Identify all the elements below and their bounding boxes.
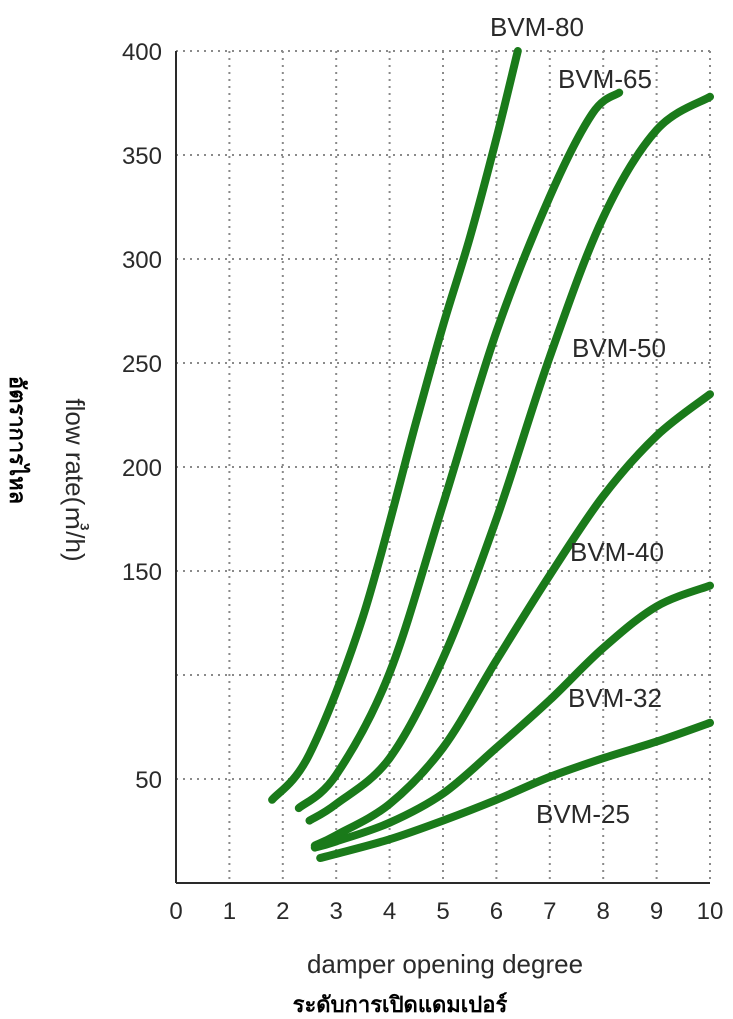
x-tick-label: 3 — [330, 898, 343, 925]
y-tick-label: 150 — [122, 559, 162, 586]
series-label-bvm-50: BVM-50 — [572, 333, 666, 363]
x-tick-label: 1 — [223, 898, 236, 925]
y-tick-label: 300 — [122, 247, 162, 274]
series-line-bvm-80 — [268, 47, 522, 804]
series-label-bvm-40: BVM-40 — [570, 537, 664, 567]
series-lines — [268, 47, 714, 862]
x-tick-label: 7 — [543, 898, 556, 925]
x-tick-labels: 0 1 2 3 4 5 6 7 8 9 10 — [169, 898, 723, 925]
x-axis-label-thai: ระดับการเปิดแดมเปอร์ — [293, 992, 508, 1018]
y-tick-label: 350 — [122, 143, 162, 170]
y-tick-labels: 50 150 200 250 300 350 400 — [122, 39, 162, 794]
series-label-bvm-32: BVM-32 — [568, 683, 662, 713]
y-tick-label: 200 — [122, 455, 162, 482]
axes — [175, 51, 710, 884]
x-tick-label: 0 — [169, 898, 182, 925]
y-tick-label: 400 — [122, 39, 162, 66]
y-tick-label: 50 — [135, 767, 162, 794]
series-label-bvm-80: BVM-80 — [490, 12, 584, 42]
x-axis-label: damper opening degree — [307, 949, 583, 979]
x-tick-label: 5 — [436, 898, 449, 925]
series-label-bvm-25: BVM-25 — [536, 799, 630, 829]
y-axis-label-thai: อัตราการไหล — [4, 376, 31, 504]
series-line-bvm-65 — [294, 88, 624, 813]
x-tick-label: 10 — [697, 898, 724, 925]
series-line-bvm-40 — [310, 390, 714, 850]
series-labels: BVM-80 BVM-65 BVM-50 BVM-40 BVM-32 BVM-25 — [490, 12, 666, 829]
x-tick-label: 4 — [383, 898, 396, 925]
series-line-bvm-50 — [305, 92, 714, 825]
x-tick-label: 2 — [276, 898, 289, 925]
x-tick-label: 8 — [597, 898, 610, 925]
series-line-bvm-32 — [310, 581, 714, 852]
series-label-bvm-65: BVM-65 — [558, 64, 652, 94]
series-line-bvm-25 — [316, 718, 714, 862]
x-tick-label: 9 — [650, 898, 663, 925]
x-tick-label: 6 — [490, 898, 503, 925]
grid-lines — [176, 50, 711, 883]
y-axis-label: flow rate(㎥/h) — [60, 398, 90, 561]
y-tick-label: 250 — [122, 351, 162, 378]
